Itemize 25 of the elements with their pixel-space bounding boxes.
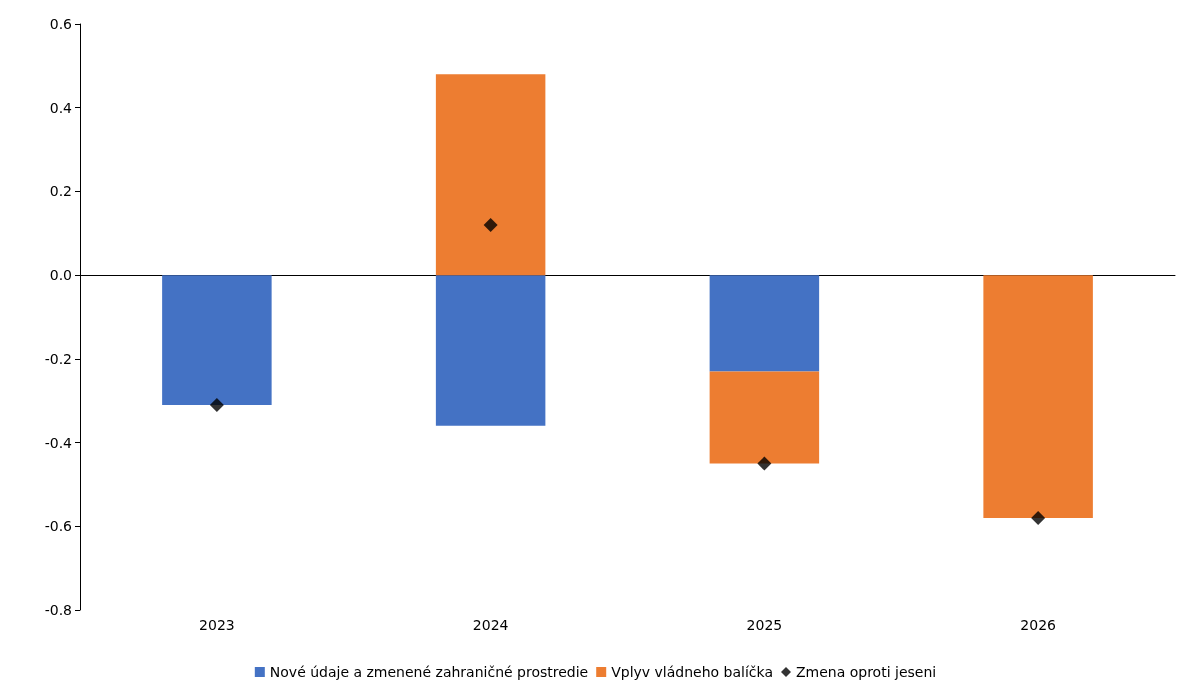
legend-label: Zmena oproti jeseni: [795, 664, 937, 680]
bar: [709, 275, 820, 372]
y-tick-label: 0.0: [49, 267, 72, 284]
x-tick-label: 2024: [472, 617, 509, 633]
y-tick-label: 0.2: [49, 183, 72, 200]
x-tick-label: 2026: [1020, 617, 1057, 633]
y-tick-label: 0.6: [49, 16, 73, 32]
y-tick-label: -0.8: [44, 602, 72, 618]
point: [1031, 510, 1046, 525]
point: [483, 217, 498, 232]
legend-label: Vplyv vládneho balíčka: [611, 664, 773, 680]
bar: [162, 275, 272, 405]
bar: [983, 275, 1093, 518]
y-tick-label: 0.4: [49, 99, 73, 116]
y-tick-label: -0.6: [44, 518, 73, 535]
x-tick-label: 2023: [199, 617, 235, 633]
point: [757, 456, 772, 471]
legend-label: Nové údaje a zmenené zahraničné prostredie: [269, 664, 589, 680]
y-tick-label: -0.4: [44, 434, 73, 451]
bar: [435, 74, 546, 276]
x-tick-label: 2025: [746, 617, 783, 633]
y-tick-label: -0.2: [44, 350, 72, 367]
bar: [709, 371, 820, 464]
point: [209, 397, 224, 412]
bar: [435, 275, 546, 426]
